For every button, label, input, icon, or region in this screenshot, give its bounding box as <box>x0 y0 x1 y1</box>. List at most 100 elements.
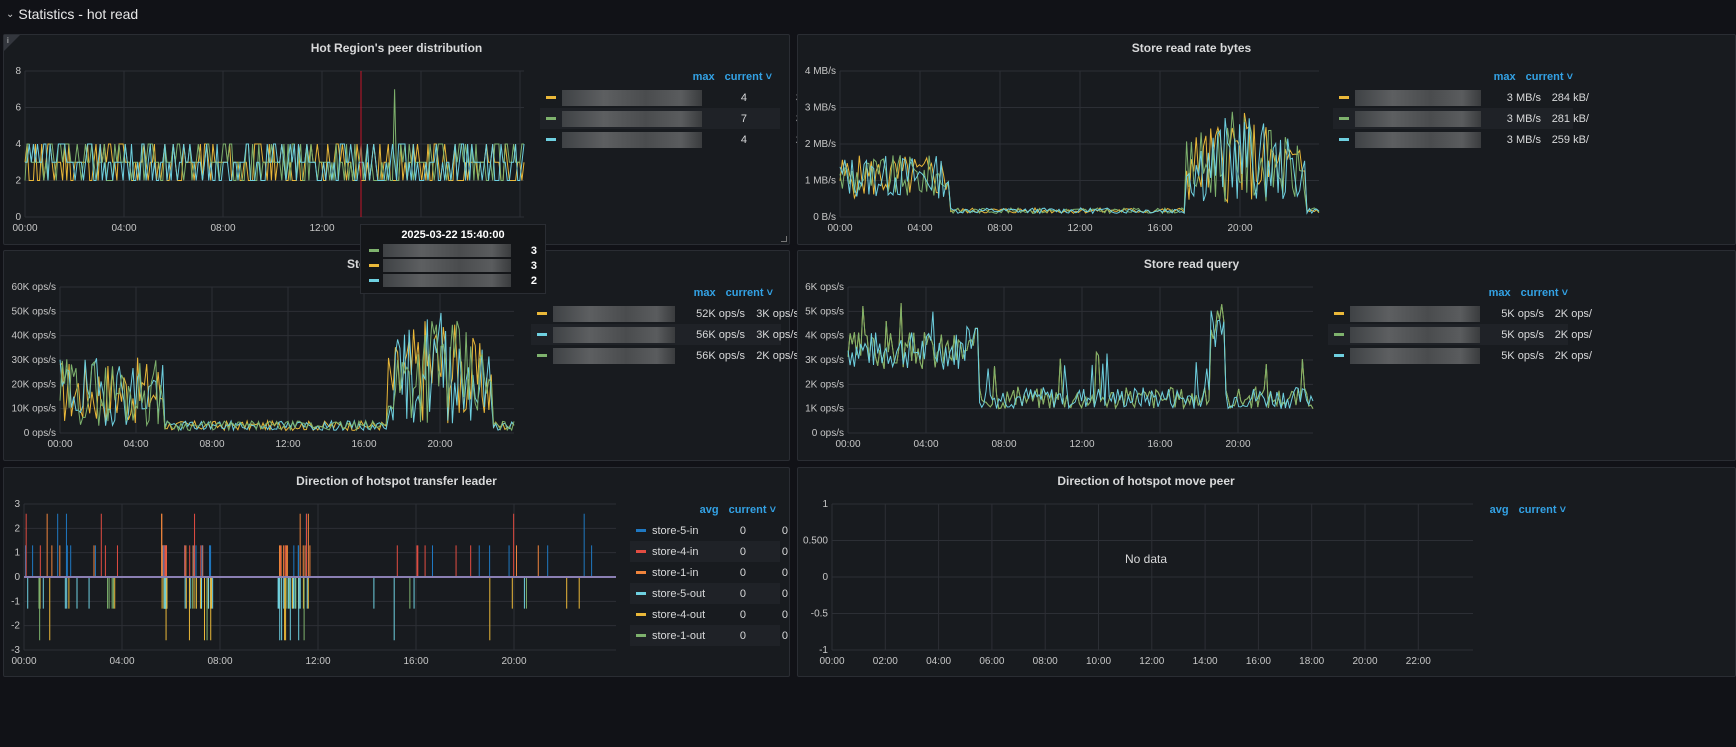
legend-value-max: 3 MB/s <box>1506 112 1541 125</box>
legend-header[interactable]: avg current ˅ <box>1438 500 1566 520</box>
legend-value-current: 2K ops/ <box>1554 328 1592 341</box>
y-tick-label: 1 <box>822 499 828 510</box>
legend-row[interactable]: 52K ops/s 3K ops/s <box>531 303 799 324</box>
legend-header[interactable]: max current ˅ <box>531 283 781 303</box>
legend-series-name[interactable]: store-1-out <box>652 629 706 642</box>
legend-series-name[interactable]: store-1-in <box>652 566 699 579</box>
legend-row[interactable]: store-4-in 0 0 <box>630 541 788 562</box>
legend-value-current: 259 kB/ <box>1551 133 1589 146</box>
legend-header[interactable]: max current ˅ <box>1328 283 1568 303</box>
legend-sort-max[interactable]: max <box>1493 71 1516 83</box>
legend-header[interactable]: avg current ˅ <box>630 500 780 520</box>
legend-row[interactable]: store-5-out 0 0 <box>630 583 788 604</box>
panel-title[interactable]: Direction of hotspot transfer leader <box>296 474 497 488</box>
legend-sort-avg[interactable]: avg <box>699 504 719 516</box>
panel-info-corner[interactable] <box>4 35 20 51</box>
legend-swatch[interactable] <box>1339 138 1349 141</box>
x-tick-label: 20:00 <box>1352 656 1377 667</box>
legend-row[interactable]: 5K ops/s 2K ops/ <box>1328 303 1592 324</box>
resize-handle[interactable] <box>781 236 787 242</box>
legend-swatch[interactable] <box>636 550 646 553</box>
x-tick-label: 00:00 <box>12 223 37 234</box>
redacted-series-name <box>562 89 702 106</box>
legend-series-name[interactable]: store-5-out <box>652 587 706 600</box>
legend-row[interactable]: 43 <box>540 87 802 108</box>
chart-query[interactable]: 6K ops/s 5K ops/s 4K ops/s 3K ops/s 2K ops/s… <box>798 251 1736 462</box>
legend-keys: max current ˅ 52K ops/s 3K ops/s 56K ops/s 3K… <box>531 283 799 366</box>
legend-swatch[interactable] <box>546 117 556 120</box>
legend-swatch[interactable] <box>537 354 547 357</box>
legend-swatch[interactable] <box>636 571 646 574</box>
legend-value-current: 3K ops/s <box>756 307 799 320</box>
legend-swatch[interactable] <box>1334 333 1344 336</box>
legend-row[interactable]: 3 MB/s 284 kB/ <box>1333 87 1589 108</box>
legend-sort-current[interactable]: current ˅ <box>1525 71 1573 83</box>
legend-row[interactable]: store-1-in 0 0 <box>630 562 788 583</box>
legend-sort-current[interactable]: current ˅ <box>1520 287 1568 299</box>
x-tick-label: 14:00 <box>1193 656 1218 667</box>
legend-series-name[interactable]: store-4-out <box>652 608 706 621</box>
legend-value-avg: 0 <box>739 629 746 642</box>
x-tick-label: 20:00 <box>1227 223 1252 234</box>
legend-sort-max[interactable]: max <box>1488 287 1511 299</box>
y-tick-label: 5K ops/s <box>805 306 844 317</box>
chart-bytes[interactable]: 4 MB/s 3 MB/s 2 MB/s 1 MB/s 0 B/s00:00 04:00 0… <box>798 35 1736 246</box>
legend-leader: avg current ˅ store-5-in 0 0 store-4-in 0 0 stor… <box>630 500 788 646</box>
legend-swatch[interactable] <box>537 333 547 336</box>
legend-sort-current[interactable]: current ˅ <box>725 287 773 299</box>
legend-swatch[interactable] <box>1334 312 1344 315</box>
y-tick-label: 4K ops/s <box>805 331 844 342</box>
legend-row[interactable]: 3 MB/s 281 kB/ <box>1333 108 1589 129</box>
legend-row[interactable]: 5K ops/s 2K ops/ <box>1328 345 1592 366</box>
redacted-series-name <box>562 110 702 127</box>
legend-row[interactable]: store-4-out 0 0 <box>630 604 788 625</box>
chevron-down-icon[interactable]: ⌄ <box>6 8 15 20</box>
legend-swatch[interactable] <box>537 312 547 315</box>
legend-row[interactable]: 56K ops/s 3K ops/s <box>531 324 799 345</box>
hover-tooltip: 2025-03-22 15:40:00 3 3 2 <box>360 224 546 294</box>
legend-sort-avg[interactable]: avg <box>1489 504 1509 516</box>
legend-row[interactable]: 73 <box>540 108 802 129</box>
redacted-series-name <box>1350 326 1480 343</box>
legend-sort-current[interactable]: current ˅ <box>1518 504 1566 516</box>
x-tick-label: 00:00 <box>819 656 844 667</box>
series-line <box>847 310 1314 410</box>
legend-swatch[interactable] <box>636 634 646 637</box>
legend-row[interactable]: 56K ops/s 2K ops/s <box>531 345 799 366</box>
legend-row[interactable]: 42 <box>540 129 802 150</box>
legend-row[interactable]: 3 MB/s 259 kB/ <box>1333 129 1589 150</box>
panel-title[interactable]: Store read rate bytes <box>1131 41 1252 55</box>
legend-series-name[interactable]: store-4-in <box>652 545 699 558</box>
legend-header[interactable]: max current ˅ <box>1333 67 1573 87</box>
legend-sort-current[interactable]: current ˅ <box>728 504 776 516</box>
legend-row[interactable]: store-5-in 0 0 <box>630 520 788 541</box>
y-tick-label: 10K ops/s <box>12 404 56 415</box>
panel-title[interactable]: Store read query <box>1143 257 1240 271</box>
legend-row[interactable]: store-1-out 0 0 <box>630 625 788 646</box>
legend-swatch[interactable] <box>546 96 556 99</box>
legend-swatch[interactable] <box>1339 96 1349 99</box>
legend-row[interactable]: 5K ops/s 2K ops/ <box>1328 324 1592 345</box>
chart-move[interactable]: 1 0.500 0 -0.5 -100:00 02:00 04:00 06:00 08:00 10… <box>798 468 1736 678</box>
y-tick-label: -3 <box>11 645 20 656</box>
chart-leader[interactable]: 3 2 1 0 -1 -2 -300:00 04:00 08:00 12:00 16:00 20:00 <box>4 468 791 678</box>
legend-swatch[interactable] <box>636 592 646 595</box>
panel-title[interactable]: Hot Region's peer distribution <box>310 41 483 55</box>
legend-sort-max[interactable]: max <box>692 71 715 83</box>
legend-sort-max[interactable]: max <box>693 287 716 299</box>
legend-sort-current[interactable]: current ˅ <box>724 71 772 83</box>
x-tick-label: 04:00 <box>907 223 932 234</box>
legend-swatch[interactable] <box>1334 354 1344 357</box>
info-icon[interactable]: i <box>7 36 9 45</box>
legend-series-name[interactable]: store-5-in <box>652 524 699 537</box>
legend-swatch[interactable] <box>636 613 646 616</box>
legend-header[interactable]: max current ˅ <box>540 67 780 87</box>
legend-swatch[interactable] <box>546 138 556 141</box>
legend-value-max: 5K ops/s <box>1501 328 1544 341</box>
row-header[interactable]: ⌄ Statistics - hot read <box>6 6 138 22</box>
legend-swatch[interactable] <box>636 529 646 532</box>
panel-read-query: Store read query 6K ops/s 5K ops/s 4K ops/… <box>797 250 1736 461</box>
x-tick-label: 08:00 <box>1033 656 1058 667</box>
legend-swatch[interactable] <box>1339 117 1349 120</box>
panel-title[interactable]: Direction of hotspot move peer <box>1057 474 1235 488</box>
